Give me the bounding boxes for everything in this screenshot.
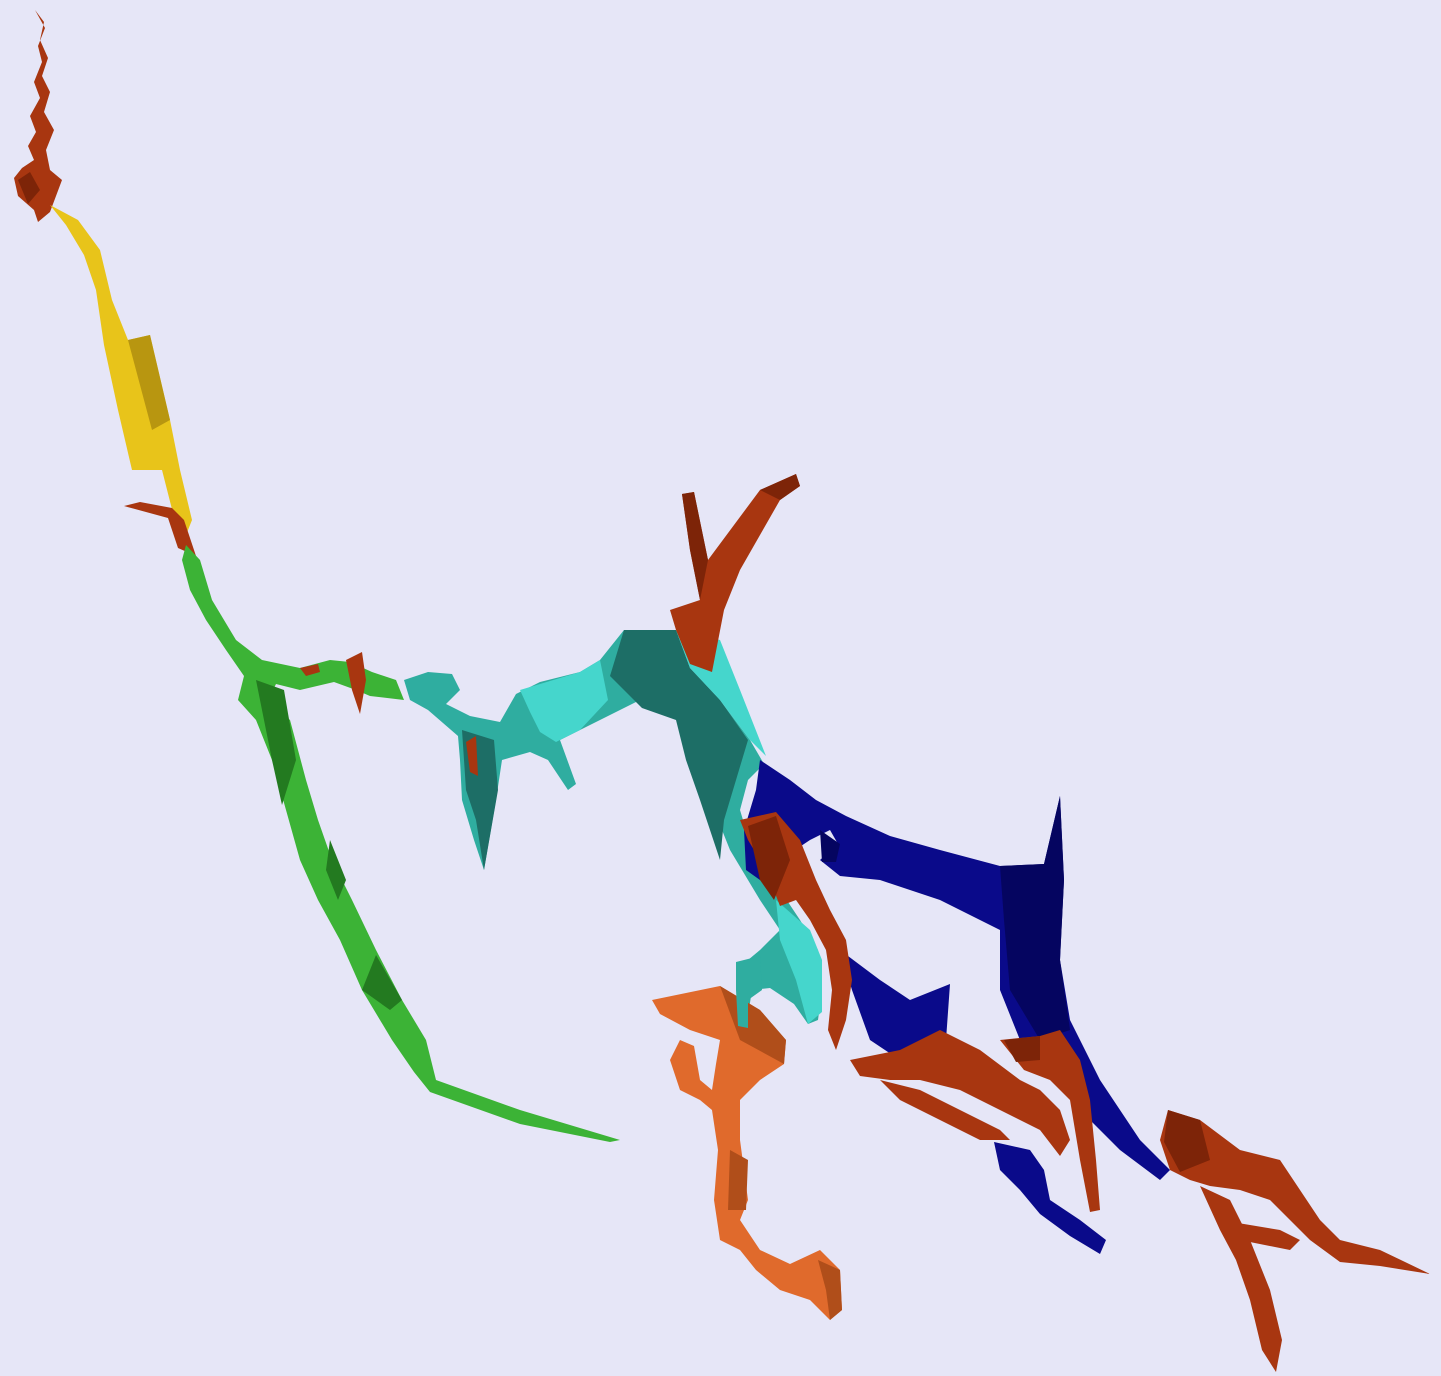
- passage-segment-yellow: [50, 205, 192, 535]
- passage-segment-top-rust: [14, 10, 62, 222]
- passage-segment-rust-lower: [740, 812, 1430, 1372]
- passage-segment-green: [182, 545, 620, 1142]
- passage-segment-teal-stalk: [736, 956, 762, 1028]
- passage-segment-rust-upper: [670, 474, 800, 672]
- passage-segment-orange: [652, 986, 842, 1320]
- passage-segment-rust-spur: [124, 502, 196, 556]
- passage-segment-teal: [404, 630, 822, 1028]
